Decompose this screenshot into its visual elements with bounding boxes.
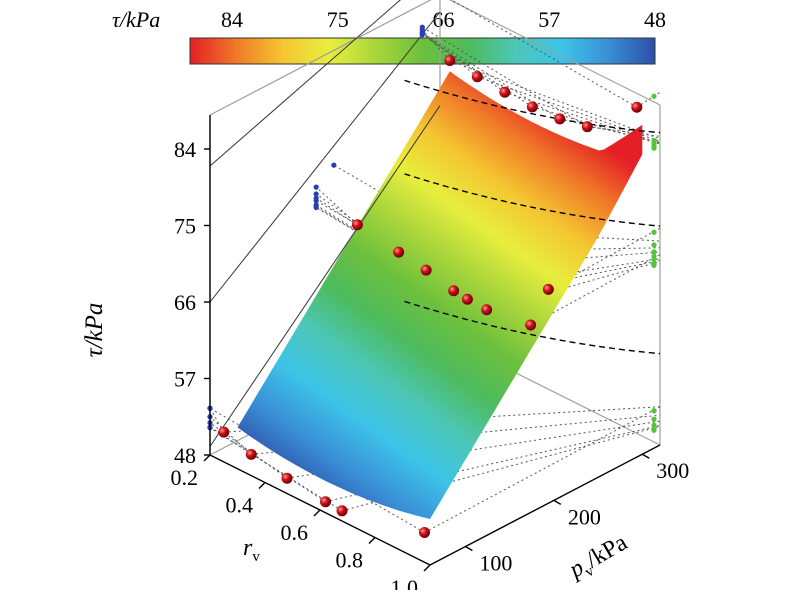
x-tick-label: 0.4 <box>226 493 254 518</box>
data-point <box>281 472 293 484</box>
wall-projection-point <box>331 162 337 168</box>
wall-fit-curve <box>404 79 661 134</box>
z-axis-label: τ/kPa <box>81 303 108 358</box>
y-tick-label: 200 <box>568 504 601 529</box>
wall-projection-point-green <box>651 262 657 268</box>
data-point <box>444 54 456 66</box>
data-point <box>542 283 554 295</box>
wall-projection-point-green <box>651 143 657 149</box>
wall-projection-point-green <box>651 427 657 433</box>
y-axis-label: pv/kPa <box>563 529 634 587</box>
colorbar-tick-labels: 84 75 66 57 48 <box>221 7 666 32</box>
wall-projection-point <box>419 24 425 30</box>
wall-projection-point-green <box>651 408 657 414</box>
colorbar: τ/kPa 84 75 66 57 48 <box>112 7 666 65</box>
data-point <box>320 496 331 508</box>
data-point <box>525 319 537 331</box>
z-tick-label: 84 <box>174 137 196 162</box>
x-axis-label: rv <box>243 535 260 565</box>
wall-projection-point-green <box>651 416 657 422</box>
colorbar-tick-label: 66 <box>433 7 455 32</box>
axes <box>203 115 661 572</box>
data-point <box>554 113 566 125</box>
data-point <box>581 121 593 133</box>
wall-projection-point <box>313 191 319 197</box>
wall-fit-curve <box>404 300 661 355</box>
data-point <box>448 285 460 297</box>
x-axis-label-main: r <box>243 535 253 561</box>
wall-projection-point <box>313 204 319 211</box>
data-point <box>526 101 538 113</box>
data-point <box>218 426 230 438</box>
data-point <box>336 505 348 517</box>
wall-projection-point-green <box>651 256 657 262</box>
wall-fit-curve <box>404 173 661 227</box>
data-point <box>499 86 511 98</box>
wall-projection-point-green <box>651 137 657 144</box>
wall-projection-point-green <box>651 249 657 255</box>
x-tick-label: 1.0 <box>391 575 419 590</box>
colorbar-tick-label: 75 <box>327 7 349 32</box>
wall-projection-point <box>419 30 425 36</box>
data-point <box>461 293 473 305</box>
x-tick-label: 0.8 <box>336 548 364 573</box>
wall-fit-curves <box>209 0 661 447</box>
x-axis-label-sub: v <box>252 549 260 565</box>
wall-projection-point-green <box>651 229 657 235</box>
colorbar-tick-label: 84 <box>221 7 243 32</box>
data-point <box>471 71 483 83</box>
z-tick-labels: 48 57 66 75 84 <box>174 137 196 468</box>
colorbar-tick-label: 57 <box>538 7 560 32</box>
z-tick-label: 57 <box>174 367 196 392</box>
fitted-surface <box>237 71 643 520</box>
z-tick-label: 48 <box>174 443 196 468</box>
data-point <box>420 264 432 276</box>
data-point <box>393 246 405 258</box>
x-tick-label: 0.6 <box>281 520 309 545</box>
wall-projection-point-green <box>651 242 657 248</box>
wall-projection-point-green <box>651 93 657 99</box>
wall-projection-point-green <box>651 422 657 428</box>
z-tick-label: 75 <box>174 214 196 239</box>
wall-projection-point <box>313 198 319 204</box>
y-tick-label: 300 <box>656 458 689 483</box>
wall-projection-point <box>313 184 319 190</box>
data-point <box>481 304 493 316</box>
data-point <box>351 219 363 231</box>
colorbar-tick-label: 48 <box>644 7 666 32</box>
data-point <box>245 448 257 460</box>
colorbar-title: τ/kPa <box>112 7 160 32</box>
y-tick-labels: 100 200 300 <box>479 458 689 575</box>
data-point <box>419 527 430 538</box>
data-point <box>631 101 643 113</box>
colorbar-bar <box>189 37 656 65</box>
y-tick-label: 100 <box>479 551 512 576</box>
z-tick-label: 66 <box>174 290 196 315</box>
x-tick-label: 0.2 <box>171 465 199 490</box>
